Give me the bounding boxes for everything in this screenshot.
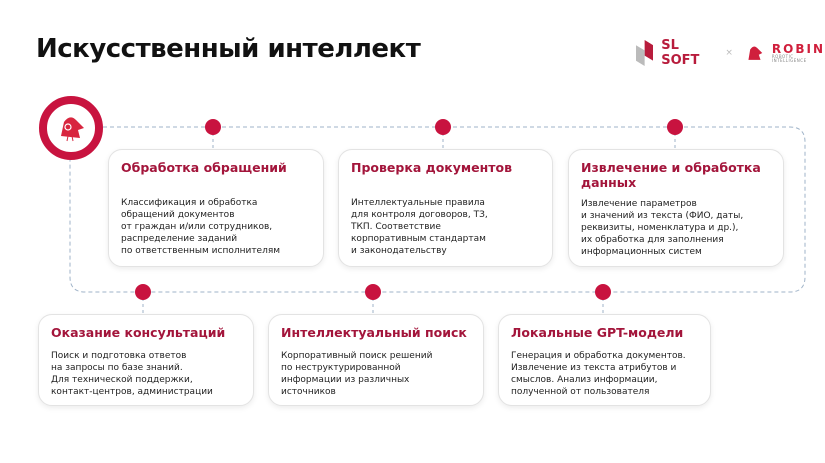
timeline-dot xyxy=(135,284,151,300)
sl-soft-logo-icon xyxy=(636,40,654,66)
card-consulting: Оказание консультаций Поиск и подготовка… xyxy=(38,314,254,406)
card-text: Генерация и обработка документов. Извлеч… xyxy=(511,351,686,397)
card-text: Поиск и подготовка ответов на запросы по… xyxy=(51,351,213,397)
page-title: Искусственный интеллект xyxy=(36,34,421,64)
card-text: Интеллектуальные правила для контроля до… xyxy=(351,198,488,256)
timeline-dot xyxy=(365,284,381,300)
card-request-processing: Обработка обращений Классификация и обра… xyxy=(108,149,324,267)
card-title: Обработка обращений xyxy=(121,160,287,175)
timeline-dot xyxy=(435,119,451,135)
card-text: Извлечение параметров и значений из текс… xyxy=(581,199,744,257)
sl-soft-wordmark: SL SOFT xyxy=(661,38,700,68)
robin-bird-icon xyxy=(61,117,84,142)
card-document-check: Проверка документов Интеллектуальные пра… xyxy=(338,149,553,267)
card-text: Корпоративный поиск решений по неструкту… xyxy=(281,351,433,397)
card-title: Локальные GPT-модели xyxy=(511,325,684,340)
robin-wordmark: ROBIN ROBOTIC INTELLIGENCE xyxy=(771,42,825,63)
card-title: Интеллектуальный поиск xyxy=(281,325,467,340)
card-data-extraction: Извлечение и обработка данных Извлечение… xyxy=(568,149,784,267)
logo-separator: × xyxy=(725,48,733,58)
card-title: Оказание консультаций xyxy=(51,325,226,340)
card-intelligent-search: Интеллектуальный поиск Корпоративный пои… xyxy=(268,314,484,406)
card-title: Проверка документов xyxy=(351,160,512,175)
card-title: Извлечение и обработка данных xyxy=(581,160,761,190)
timeline-dot xyxy=(595,284,611,300)
card-text: Классификация и обработка обращений доку… xyxy=(121,198,281,256)
partner-logos: SL SOFT × ROBIN ROBOTIC INTELLIGENCE xyxy=(636,38,825,68)
robin-bird-icon xyxy=(748,46,763,60)
card-local-gpt: Локальные GPT-модели Генерация и обработ… xyxy=(498,314,711,406)
timeline-dot xyxy=(205,119,221,135)
timeline-dot xyxy=(667,119,683,135)
robin-hub xyxy=(39,96,103,160)
